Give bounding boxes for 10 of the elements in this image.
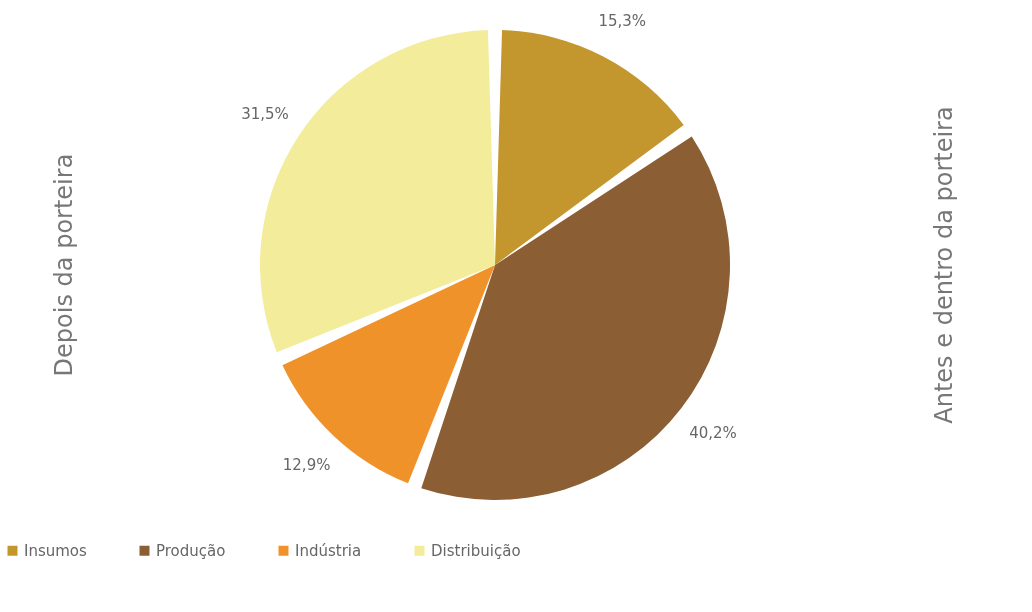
text: Antes e dentro da porteira — [930, 106, 958, 424]
legend-label: Insumos — [24, 541, 88, 560]
data-label: 31,5% — [241, 105, 289, 124]
data-label: 40,2% — [689, 423, 737, 442]
text: Depois da porteira — [50, 153, 78, 377]
legend-label: Produção — [156, 541, 226, 560]
data-label: 12,9% — [282, 456, 331, 475]
legend-label: Indústria — [295, 541, 362, 560]
legend-label: Distribuição — [431, 541, 521, 560]
data-label: 15,3% — [598, 12, 647, 31]
